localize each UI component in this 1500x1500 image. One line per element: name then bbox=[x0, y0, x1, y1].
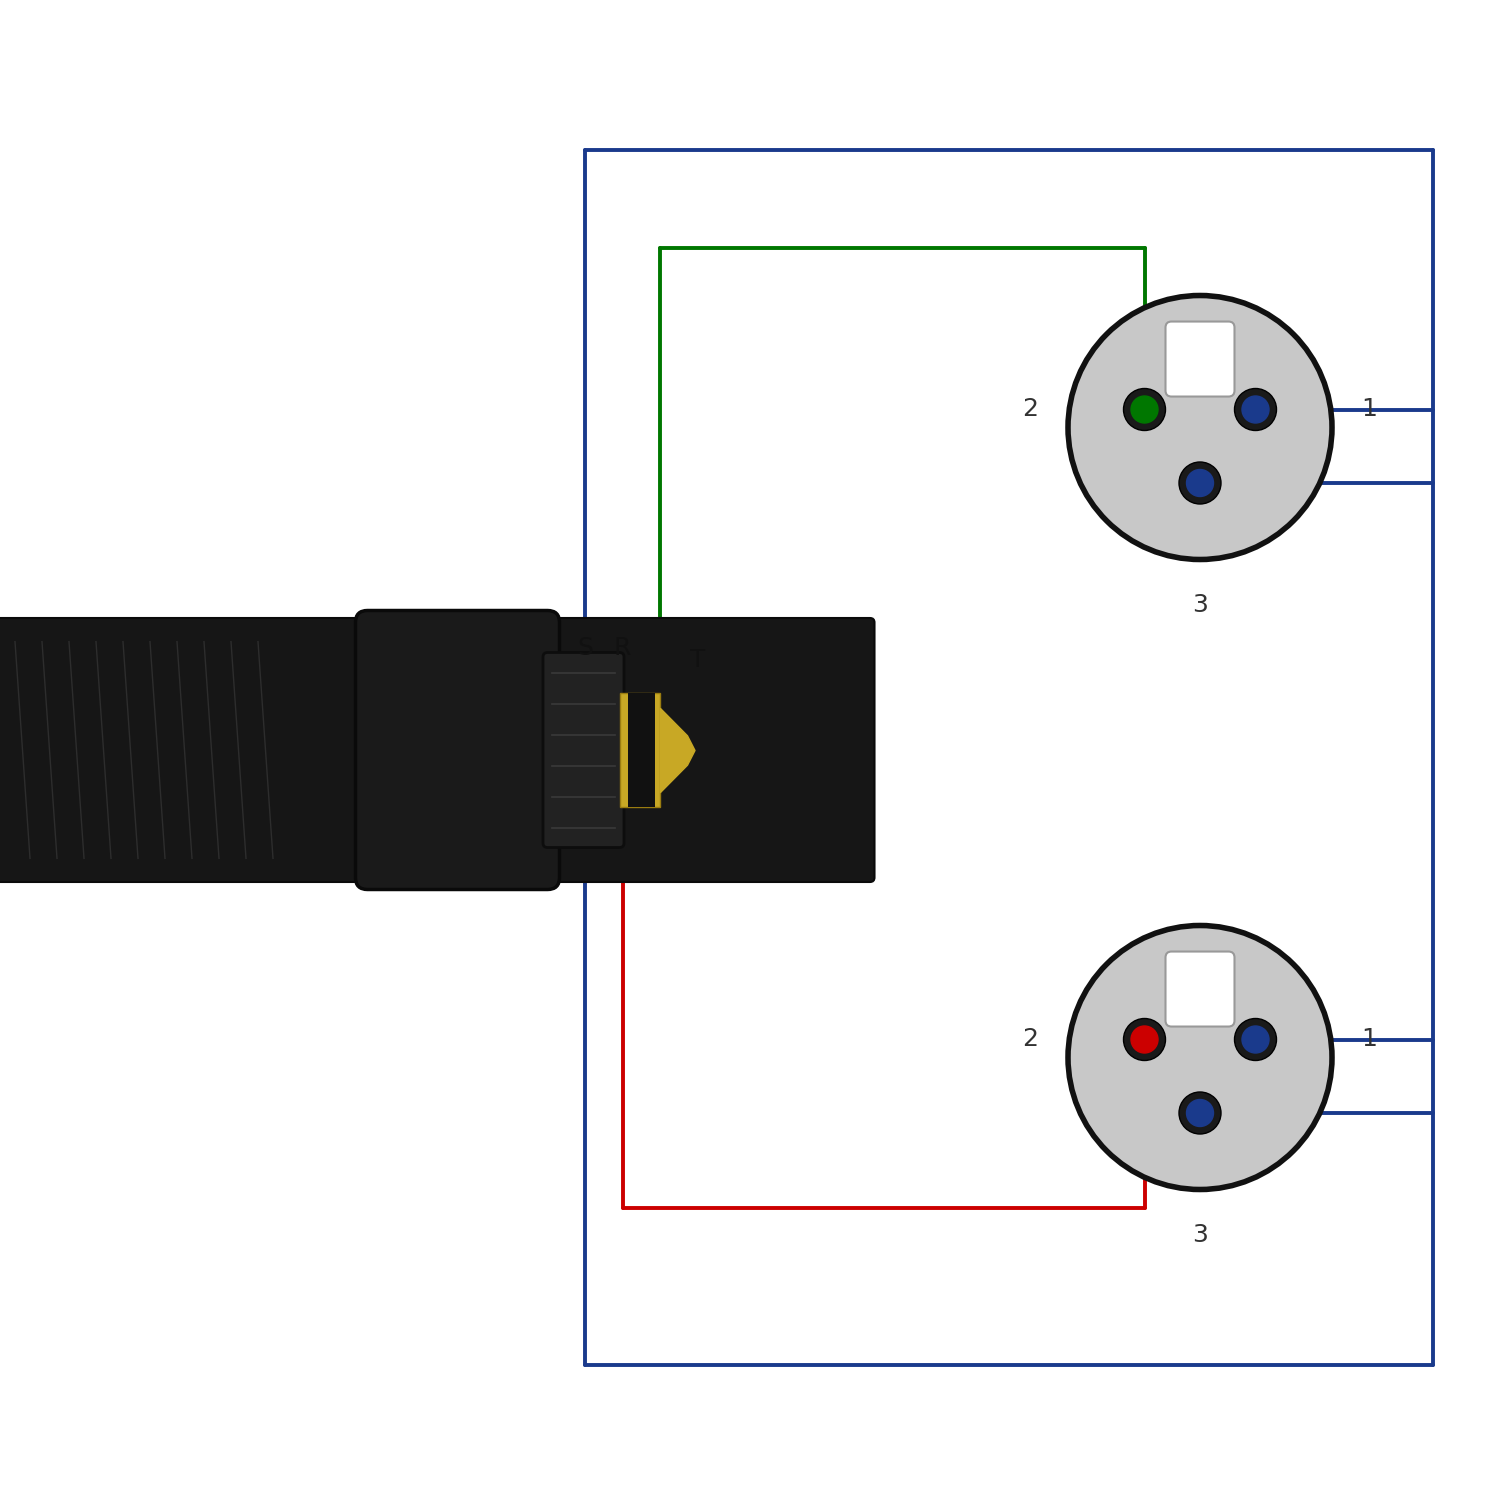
Text: 2: 2 bbox=[1023, 398, 1038, 422]
Circle shape bbox=[1242, 1026, 1269, 1053]
FancyBboxPatch shape bbox=[356, 610, 560, 890]
Circle shape bbox=[1124, 1019, 1166, 1060]
Text: 1: 1 bbox=[1362, 1028, 1377, 1051]
Circle shape bbox=[1242, 396, 1269, 423]
Text: T: T bbox=[690, 648, 705, 672]
Circle shape bbox=[1131, 396, 1158, 423]
FancyBboxPatch shape bbox=[620, 693, 660, 807]
FancyBboxPatch shape bbox=[627, 693, 640, 807]
Circle shape bbox=[1186, 1100, 1214, 1126]
Text: S: S bbox=[578, 636, 592, 660]
Circle shape bbox=[1179, 1092, 1221, 1134]
Circle shape bbox=[1234, 1019, 1276, 1060]
Circle shape bbox=[1068, 926, 1332, 1190]
Circle shape bbox=[1068, 296, 1332, 560]
FancyBboxPatch shape bbox=[1166, 951, 1234, 1026]
FancyBboxPatch shape bbox=[0, 618, 874, 882]
FancyBboxPatch shape bbox=[543, 652, 624, 847]
Circle shape bbox=[1179, 462, 1221, 504]
Circle shape bbox=[1186, 470, 1214, 496]
Text: 3: 3 bbox=[1192, 592, 1208, 616]
FancyBboxPatch shape bbox=[1166, 321, 1234, 396]
Circle shape bbox=[1234, 388, 1276, 430]
Circle shape bbox=[1124, 388, 1166, 430]
FancyBboxPatch shape bbox=[640, 693, 654, 807]
Circle shape bbox=[1131, 1026, 1158, 1053]
Text: 1: 1 bbox=[1362, 398, 1377, 422]
Text: 2: 2 bbox=[1023, 1028, 1038, 1051]
Text: 3: 3 bbox=[1192, 1222, 1208, 1246]
Text: R: R bbox=[614, 636, 632, 660]
